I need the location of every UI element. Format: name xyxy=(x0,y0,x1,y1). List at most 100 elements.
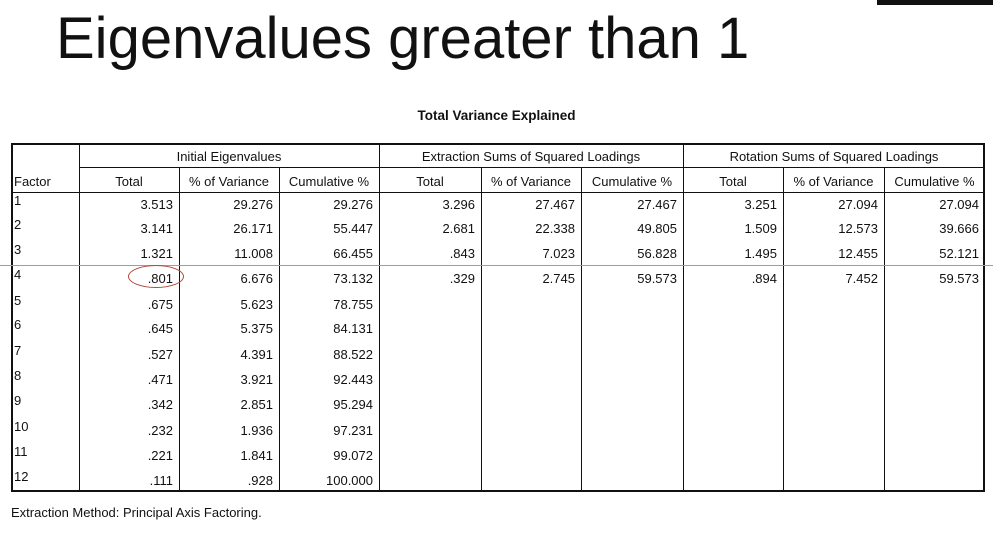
column-divider xyxy=(481,167,482,492)
table-cell: 73.132 xyxy=(333,271,373,286)
factor-label: 3 xyxy=(14,242,22,257)
table-cell: 88.522 xyxy=(333,347,373,362)
corner-bar xyxy=(877,0,993,5)
table-cell: 66.455 xyxy=(333,246,373,261)
factor-label: 2 xyxy=(14,217,22,232)
column-header: % of Variance xyxy=(189,174,269,189)
column-divider xyxy=(783,167,784,492)
variance-table xyxy=(11,143,985,492)
table-cell: 97.231 xyxy=(333,423,373,438)
column-header: Total xyxy=(416,174,444,189)
column-divider xyxy=(581,167,582,492)
table-cell: 11.008 xyxy=(234,246,273,261)
table-cell: 1.495 xyxy=(744,246,777,261)
column-divider xyxy=(379,143,380,492)
column-header: % of Variance xyxy=(491,174,571,189)
table-cell: 29.276 xyxy=(233,197,273,212)
guide-line xyxy=(0,265,993,266)
factor-label: 11 xyxy=(14,444,28,459)
column-divider xyxy=(884,167,885,492)
table-cell: 92.443 xyxy=(333,372,373,387)
table-cell: 26.171 xyxy=(233,221,273,236)
table-cell: 100.000 xyxy=(326,473,373,488)
table-cell: 1.509 xyxy=(744,221,777,236)
factor-label: 10 xyxy=(14,419,29,434)
table-cell: 22.338 xyxy=(535,221,575,236)
column-header: Cumulative % xyxy=(591,174,673,189)
column-header: Cumulative % xyxy=(288,174,370,189)
table-cell: 29.276 xyxy=(333,197,373,212)
table-cell: .928 xyxy=(247,473,273,488)
table-cell: 1.321 xyxy=(140,246,173,261)
column-header: % of Variance xyxy=(793,174,874,189)
table-cell: .342 xyxy=(147,397,173,412)
table-cell: 52.121 xyxy=(939,246,979,261)
column-header: Factor xyxy=(14,174,51,189)
table-cell: 1.841 xyxy=(240,448,273,463)
table-cell: 27.094 xyxy=(838,197,878,212)
table-cell: 49.805 xyxy=(637,221,677,236)
column-divider xyxy=(179,167,180,492)
table-cell: 84.131 xyxy=(333,321,373,336)
table-cell: 2.681 xyxy=(442,221,475,236)
table-cell: 99.072 xyxy=(333,448,373,463)
table-cell: 3.296 xyxy=(442,197,475,212)
table-cell: 5.375 xyxy=(240,321,273,336)
highlight-oval xyxy=(128,265,184,288)
table-cell: 59.573 xyxy=(637,271,677,286)
table-cell: 3.251 xyxy=(744,197,777,212)
column-header: Total xyxy=(115,174,143,189)
column-header: Total xyxy=(719,174,747,189)
footnote: Extraction Method: Principal Axis Factor… xyxy=(11,505,262,520)
column-header: Cumulative % xyxy=(894,174,975,189)
factor-label: 5 xyxy=(14,293,22,308)
factor-label: 1 xyxy=(14,193,22,208)
table-cell: 27.467 xyxy=(637,197,677,212)
table-cell: .221 xyxy=(147,448,173,463)
table-cell: 12.455 xyxy=(838,246,878,261)
table-cell: .894 xyxy=(751,271,777,286)
table-cell: 7.023 xyxy=(542,246,575,261)
factor-label: 7 xyxy=(14,343,22,358)
table-cell: 7.452 xyxy=(845,271,878,286)
table-cell: 56.828 xyxy=(637,246,677,261)
table-cell: 95.294 xyxy=(333,397,373,412)
table-cell: 3.921 xyxy=(240,372,273,387)
table-title: Total Variance Explained xyxy=(417,108,576,123)
group-header-divider xyxy=(79,167,985,168)
table-cell: .843 xyxy=(449,246,475,261)
table-cell: 2.745 xyxy=(542,271,575,286)
table-cell: .527 xyxy=(147,347,173,362)
factor-label: 8 xyxy=(14,368,22,383)
table-cell: .471 xyxy=(147,372,173,387)
table-cell: 55.447 xyxy=(333,221,373,236)
column-divider xyxy=(79,143,80,492)
table-cell: 6.676 xyxy=(240,271,273,286)
table-cell: 27.467 xyxy=(535,197,575,212)
table-cell: 3.141 xyxy=(140,221,173,236)
table-cell: .645 xyxy=(147,321,173,336)
column-divider xyxy=(683,143,684,492)
slide-title: Eigenvalues greater than 1 xyxy=(56,6,750,71)
table-cell: 2.851 xyxy=(240,397,273,412)
table-cell: 39.666 xyxy=(939,221,979,236)
table-cell: .675 xyxy=(147,297,173,312)
factor-label: 12 xyxy=(14,469,29,484)
table-cell: 1.936 xyxy=(240,423,273,438)
table-cell: 27.094 xyxy=(939,197,979,212)
column-divider xyxy=(279,167,280,492)
table-cell: .329 xyxy=(449,271,475,286)
table-cell: 4.391 xyxy=(240,347,273,362)
header-divider xyxy=(11,192,985,193)
table-cell: 12.573 xyxy=(838,221,878,236)
table-cell: 59.573 xyxy=(939,271,979,286)
table-cell: 78.755 xyxy=(333,297,373,312)
table-cell: .111 xyxy=(149,473,173,488)
factor-label: 6 xyxy=(14,317,22,332)
group-header: Extraction Sums of Squared Loadings xyxy=(421,149,641,164)
group-header: Initial Eigenvalues xyxy=(176,149,282,164)
table-cell: 5.623 xyxy=(240,297,273,312)
table-cell: 3.513 xyxy=(140,197,173,212)
group-header: Rotation Sums of Squared Loadings xyxy=(729,149,939,164)
table-cell: .232 xyxy=(147,423,173,438)
